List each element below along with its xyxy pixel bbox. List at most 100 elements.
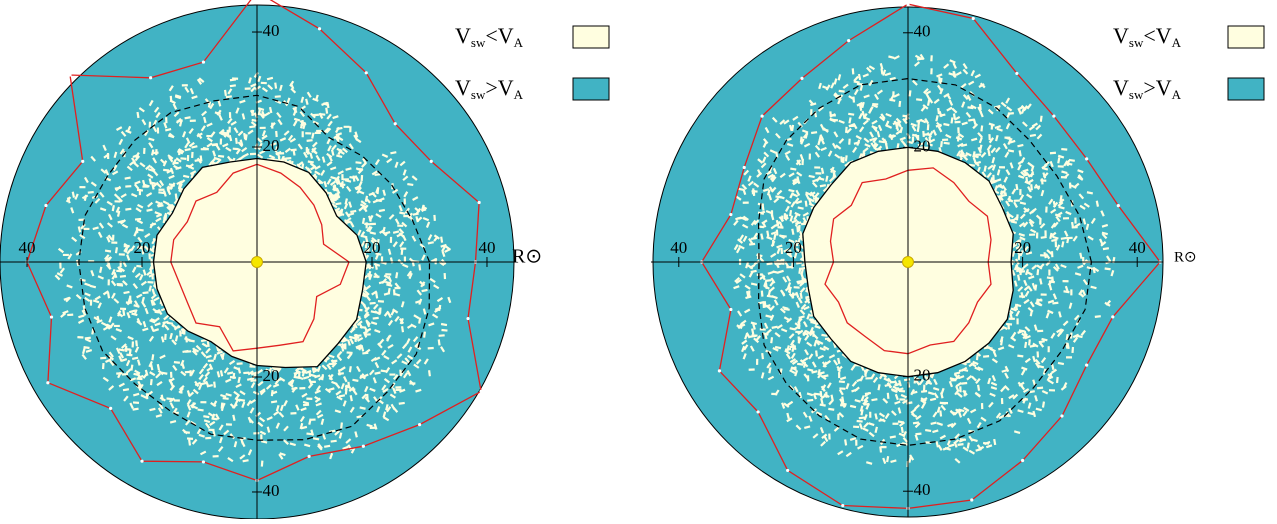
legend-label-part: V bbox=[455, 23, 471, 48]
data-point bbox=[743, 166, 746, 169]
speckle bbox=[928, 392, 934, 394]
speckle bbox=[1017, 145, 1023, 146]
speckle bbox=[158, 205, 164, 206]
speckle bbox=[88, 192, 94, 193]
speckle bbox=[165, 129, 171, 130]
tick-label: 20 bbox=[134, 238, 151, 257]
speckle bbox=[1033, 411, 1035, 417]
speckle bbox=[909, 457, 910, 463]
speckle bbox=[753, 324, 755, 330]
speckle bbox=[839, 91, 845, 92]
speckle bbox=[428, 242, 434, 243]
speckle bbox=[1040, 279, 1041, 285]
speckle bbox=[820, 405, 826, 406]
speckle bbox=[93, 227, 99, 229]
speckle bbox=[1029, 403, 1031, 409]
speckle bbox=[166, 399, 172, 400]
tick-label: 40 bbox=[263, 21, 280, 40]
speckle bbox=[341, 209, 342, 215]
tick-label: 40 bbox=[263, 481, 280, 500]
speckle bbox=[1020, 203, 1026, 204]
speckle bbox=[152, 354, 153, 360]
speckle bbox=[862, 102, 864, 108]
speckle bbox=[124, 292, 130, 293]
speckle bbox=[180, 158, 186, 159]
speckle bbox=[419, 318, 420, 324]
speckle bbox=[379, 210, 385, 211]
speckle bbox=[346, 199, 347, 205]
speckle bbox=[162, 395, 163, 401]
speckle bbox=[797, 226, 798, 232]
speckle bbox=[239, 368, 240, 374]
tick-label: 20 bbox=[263, 366, 280, 385]
data-point bbox=[478, 201, 481, 204]
speckle bbox=[1062, 241, 1063, 247]
speckle bbox=[1008, 150, 1014, 151]
speckle bbox=[875, 149, 881, 150]
speckle bbox=[233, 415, 234, 421]
speckle bbox=[936, 115, 937, 121]
speckle bbox=[1057, 377, 1058, 383]
data-point bbox=[1060, 414, 1063, 417]
data-point bbox=[365, 71, 368, 74]
speckle bbox=[158, 192, 164, 193]
speckle bbox=[371, 311, 377, 312]
speckle bbox=[958, 444, 964, 445]
speckle bbox=[119, 349, 125, 350]
speckle bbox=[152, 300, 153, 306]
speckle bbox=[221, 370, 222, 376]
data-point bbox=[761, 115, 764, 118]
speckle bbox=[983, 443, 989, 444]
speckle bbox=[1075, 273, 1081, 275]
speckle bbox=[943, 124, 949, 125]
tick-label: 40 bbox=[914, 22, 931, 41]
speckle bbox=[988, 150, 989, 156]
speckle bbox=[302, 163, 303, 169]
speckle bbox=[143, 180, 145, 186]
speckle bbox=[849, 117, 850, 123]
speckle bbox=[385, 282, 391, 283]
speckle bbox=[370, 232, 376, 233]
speckle bbox=[1066, 343, 1067, 349]
speckle bbox=[230, 85, 236, 86]
legend-label-part: V bbox=[455, 75, 471, 100]
data-point bbox=[729, 308, 732, 311]
speckle bbox=[857, 84, 863, 85]
speckle bbox=[1041, 116, 1042, 122]
speckle bbox=[1095, 316, 1101, 317]
speckle bbox=[802, 252, 803, 258]
speckle bbox=[1015, 305, 1021, 306]
data-point bbox=[970, 498, 973, 501]
speckle bbox=[326, 108, 327, 114]
speckle bbox=[118, 211, 119, 217]
speckle bbox=[1043, 402, 1044, 408]
speckle bbox=[201, 155, 202, 161]
speckle bbox=[994, 439, 995, 445]
speckle bbox=[809, 176, 815, 177]
speckle bbox=[925, 430, 931, 431]
speckle bbox=[149, 286, 151, 292]
speckle bbox=[752, 329, 753, 335]
speckle bbox=[297, 368, 303, 369]
speckle bbox=[1018, 275, 1019, 281]
speckle bbox=[751, 284, 757, 285]
data-point bbox=[430, 160, 433, 163]
data-point bbox=[318, 27, 321, 30]
data-point bbox=[1021, 459, 1024, 462]
speckle bbox=[339, 395, 345, 396]
speckle bbox=[860, 103, 861, 109]
legend-swatch bbox=[573, 78, 609, 100]
speckle bbox=[861, 85, 862, 91]
speckle bbox=[767, 296, 773, 297]
speckle bbox=[167, 323, 173, 324]
speckle bbox=[349, 337, 355, 338]
speckle bbox=[275, 83, 276, 89]
data-point bbox=[847, 39, 850, 42]
speckle bbox=[787, 345, 789, 351]
data-point bbox=[46, 381, 49, 384]
speckle bbox=[302, 120, 303, 126]
speckle bbox=[1026, 177, 1027, 183]
speckle bbox=[790, 169, 796, 170]
speckle bbox=[239, 400, 245, 401]
speckle bbox=[855, 400, 861, 402]
